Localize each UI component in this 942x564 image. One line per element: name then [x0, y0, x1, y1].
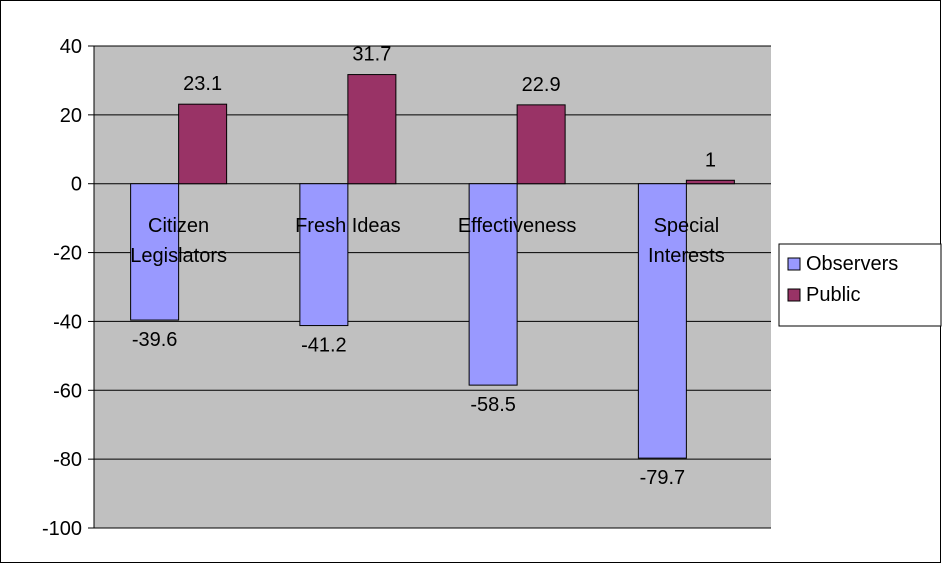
data-label: 23.1	[183, 73, 222, 95]
data-label: 22.9	[522, 74, 561, 96]
y-tick-label: -60	[53, 380, 82, 402]
data-label: -39.6	[132, 329, 178, 351]
bar-observers	[468, 183, 518, 386]
bar-observers	[637, 183, 687, 459]
legend: Observers Public	[778, 243, 942, 327]
legend-label: Public	[806, 284, 860, 306]
category-labels: Citizen Legislators Fresh Ideas Effectivene…	[130, 215, 724, 267]
data-label: -41.2	[301, 335, 347, 357]
category-label: Legislators	[130, 245, 227, 267]
bar-observers	[130, 183, 180, 321]
bar-public	[347, 74, 397, 185]
bar-public	[516, 104, 566, 185]
y-tick-label: -20	[53, 243, 82, 265]
bar-observers	[299, 183, 349, 327]
data-label: -58.5	[470, 394, 516, 416]
bar-public	[685, 179, 735, 185]
y-tick-label: 20	[60, 105, 82, 127]
category-label: Interests	[648, 245, 725, 267]
y-tick-label: -40	[53, 311, 82, 333]
legend-swatch-observers	[787, 257, 801, 271]
y-tick-label: 40	[60, 36, 82, 58]
data-label: -79.7	[640, 467, 686, 489]
y-tick-label: 0	[71, 174, 82, 196]
bars	[130, 74, 735, 459]
data-label: 31.7	[352, 44, 391, 66]
y-tick-label: -100	[42, 518, 82, 540]
bar-public	[178, 103, 228, 185]
data-labels: -39.6 23.1 -41.2 31.7 -58.5 22.9 -79.7 1	[132, 44, 716, 490]
legend-box	[778, 243, 942, 327]
data-label: 1	[705, 149, 716, 171]
legend-swatch-public	[787, 288, 801, 302]
legend-label: Observers	[806, 253, 898, 275]
category-label: Fresh Ideas	[295, 215, 401, 237]
category-label: Effectiveness	[458, 215, 577, 237]
y-axis-ticks: 40 20 0 -20 -40 -60 -80 -100	[42, 36, 94, 540]
category-label: Citizen	[148, 215, 209, 237]
y-tick-label: -80	[53, 449, 82, 471]
category-label: Special	[654, 215, 720, 237]
